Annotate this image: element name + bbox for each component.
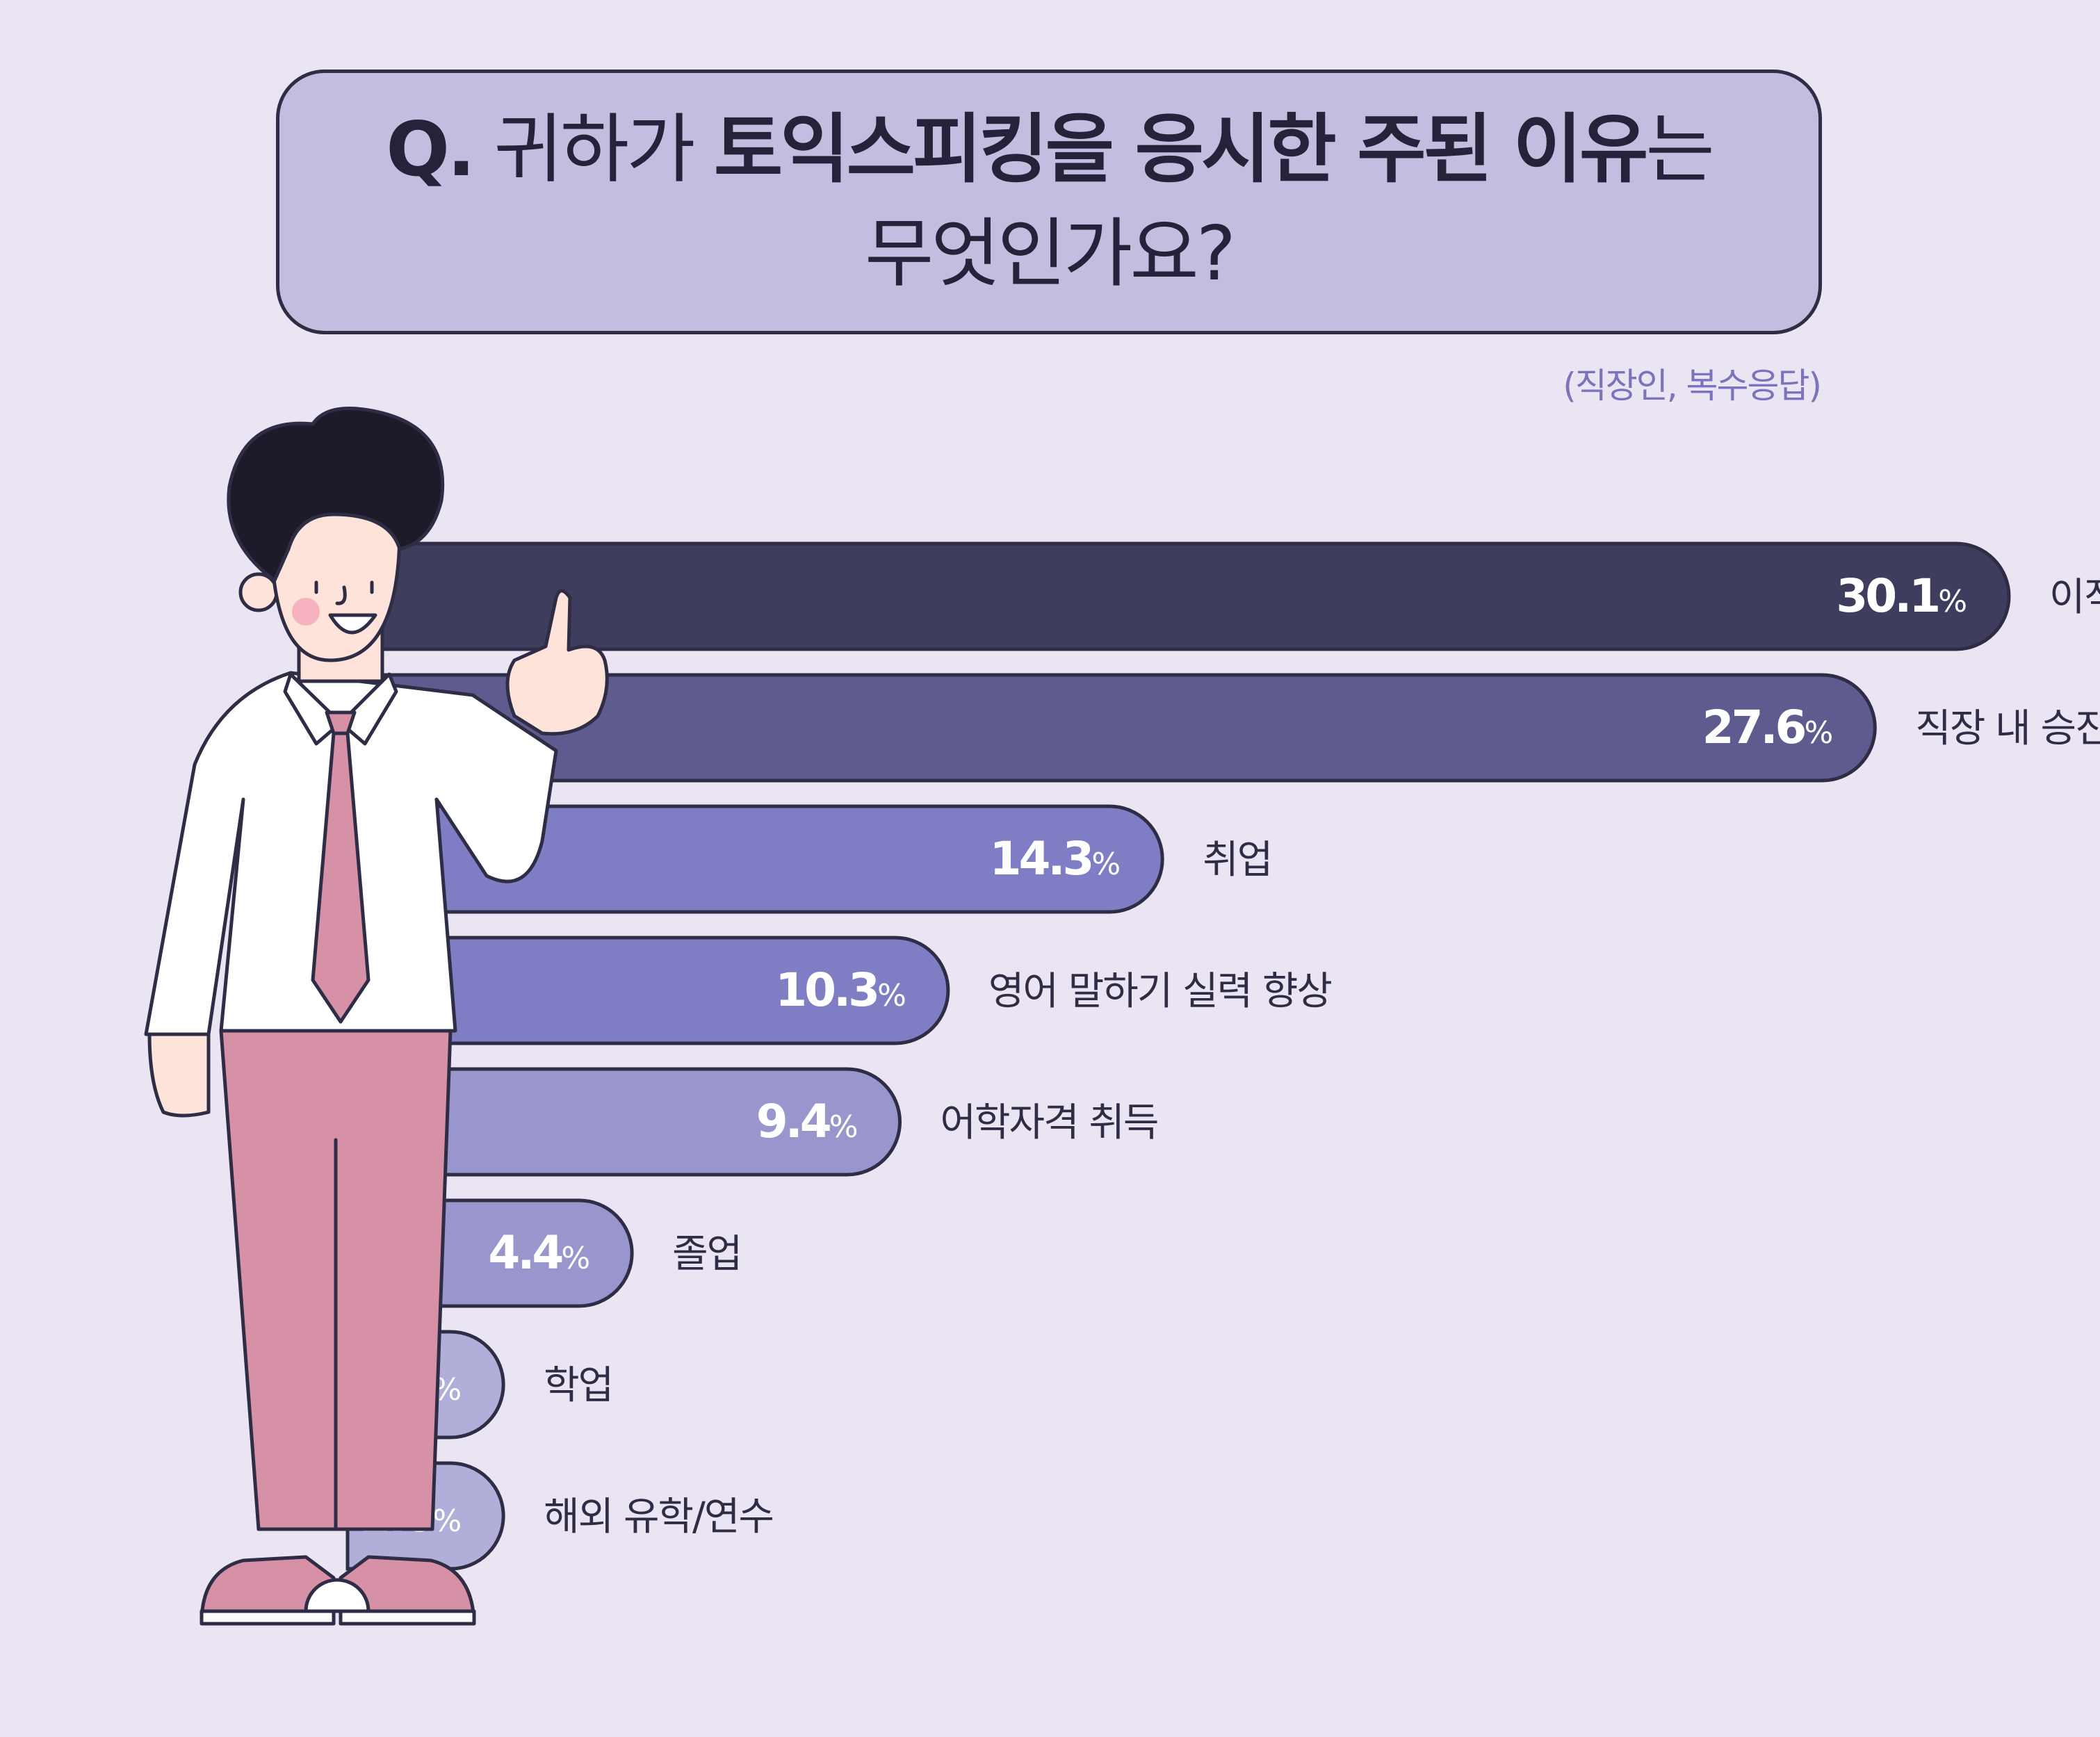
value-unit-5: % bbox=[829, 1109, 858, 1145]
value-unit-6: % bbox=[561, 1241, 590, 1276]
value-label-6: 4.4% bbox=[488, 1226, 590, 1280]
category-label-6: 졸업 bbox=[672, 1232, 741, 1277]
value-unit-8: % bbox=[432, 1503, 462, 1539]
bar-2 bbox=[345, 673, 1877, 783]
category-label-8: 해외 유학/연수 bbox=[544, 1494, 773, 1540]
question-part-1: 귀하가 bbox=[473, 106, 714, 193]
value-unit-1: % bbox=[1938, 584, 1967, 619]
question-line-2: 무엇인가요? bbox=[864, 210, 1236, 297]
category-label-4: 영어 말하기 실력 향상 bbox=[988, 969, 1332, 1014]
category-label-3: 취업 bbox=[1203, 838, 1271, 883]
bar-1 bbox=[345, 541, 2011, 651]
bar-5 bbox=[345, 1067, 902, 1177]
value-unit-4: % bbox=[877, 978, 906, 1013]
value-unit-2: % bbox=[1804, 715, 1833, 751]
value-label-4: 10.3% bbox=[775, 963, 906, 1017]
question-line-1: Q. 귀하가 토익스피킹을 응시한 주된 이유는 bbox=[386, 98, 1714, 202]
value-unit-3: % bbox=[1091, 847, 1121, 882]
category-label-1: 이직 bbox=[2049, 575, 2100, 620]
bar-4 bbox=[345, 936, 950, 1045]
category-label-5: 어학자격 취득 bbox=[941, 1100, 1158, 1145]
subtitle: (직장인, 복수응답) bbox=[1563, 366, 1822, 406]
category-label-7: 학업 bbox=[544, 1363, 612, 1408]
question-box: Q. 귀하가 토익스피킹을 응시한 주된 이유는 무엇인가요? bbox=[276, 70, 1822, 334]
question-part-2: 는 bbox=[1645, 106, 1714, 193]
question-bold: 토익스피킹을 응시한 주된 이유 bbox=[713, 106, 1648, 193]
question-prefix: Q. bbox=[386, 106, 475, 193]
category-label-2: 직장 내 승진/ 인사평가 bbox=[1915, 706, 2100, 751]
bar-3 bbox=[345, 804, 1164, 914]
